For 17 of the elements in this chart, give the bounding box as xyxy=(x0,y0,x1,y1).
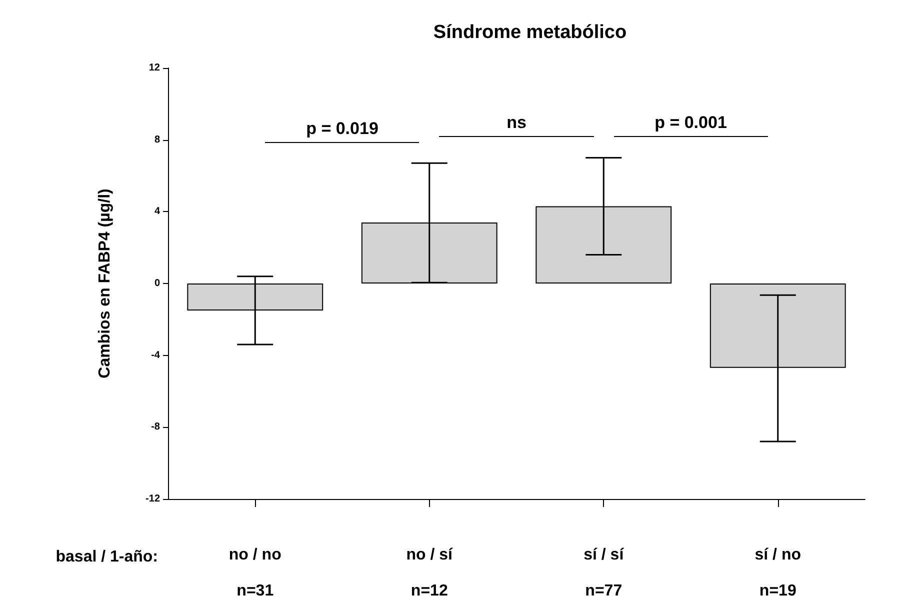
y-tick-label: -12 xyxy=(146,494,160,504)
chart-title: Síndrome metabólico xyxy=(433,22,627,43)
y-tick-label: 4 xyxy=(154,206,160,218)
x-tick-label: sí / sí n=77 xyxy=(584,546,624,600)
x-tick-label: no / sí n=12 xyxy=(406,546,454,600)
annotation: p = 0.019 xyxy=(306,118,378,139)
y-tick-label: -4 xyxy=(151,350,160,361)
x-axis-title: basal / 1-año: xyxy=(56,548,158,566)
x-tick-label: sí / no n=19 xyxy=(754,546,802,600)
y-tick-label: 12 xyxy=(148,62,160,74)
y-axis-title: Cambios en FABP4 (µg/l) xyxy=(96,188,114,378)
annotation: p = 0.001 xyxy=(654,113,727,134)
y-tick-label: 0 xyxy=(154,278,160,289)
y-tick-label: 8 xyxy=(154,134,160,146)
x-tick-label: no / no n=31 xyxy=(228,546,282,600)
y-tick-label: -8 xyxy=(151,422,160,433)
annotation: ns xyxy=(506,113,526,134)
